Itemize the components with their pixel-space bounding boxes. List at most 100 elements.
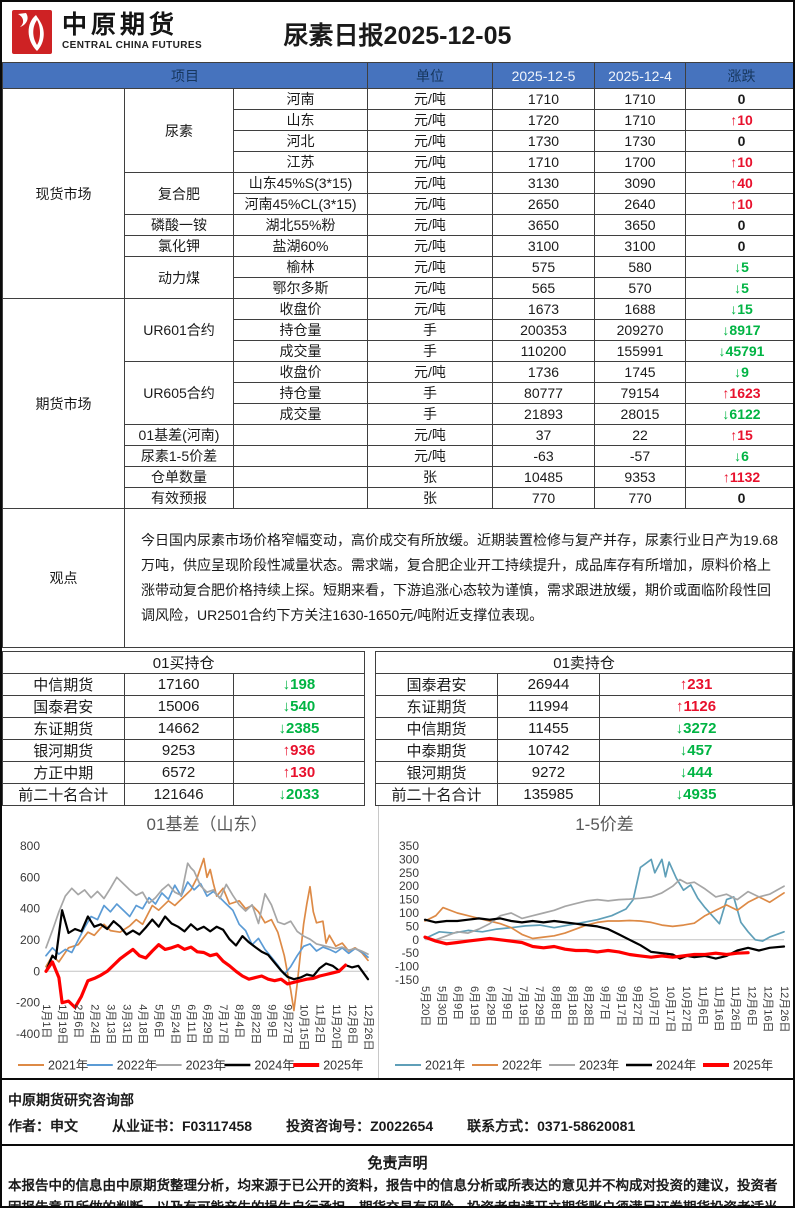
value-today: -63 — [492, 445, 595, 467]
change-cell: ↑936 — [232, 739, 366, 762]
position-table: 01买持仓 中信期货 17160 ↓198 国泰君安 15006 ↓540 东证… — [2, 651, 366, 806]
table-row: 中泰期货 10742 ↓457 — [375, 739, 793, 762]
position-value: 9272 — [496, 761, 601, 784]
value-today: 3130 — [492, 172, 595, 194]
company-logo: 中原期货 CENTRAL CHINA FUTURES — [12, 10, 202, 54]
series-line-2024年 — [423, 917, 786, 960]
region-label: 鄂尔多斯 — [233, 277, 368, 299]
x-axis-tick: 8月28日 — [582, 986, 594, 1026]
x-axis-tick: 12月26日 — [778, 986, 790, 1032]
spread-chart: 1-5价差 350 300 250 200 150 100 50 0 -50 -100 -150 5月2… — [379, 806, 793, 1078]
item-label: 01基差(河南) — [124, 424, 234, 446]
unit-cell: 元/吨 — [367, 151, 493, 173]
viewpoint-label: 观点 — [2, 508, 125, 648]
table-row: 东证期货 11994 ↑1126 — [375, 695, 793, 718]
broker-name: 方正中期 — [2, 761, 125, 784]
broker-name: 中信期货 — [375, 717, 498, 740]
region-label — [233, 487, 368, 509]
broker-name: 国泰君安 — [2, 695, 125, 718]
y-axis-tick: 0 — [33, 964, 40, 978]
x-axis-tick: 6月29日 — [201, 1004, 213, 1044]
change-cell: ↑231 — [599, 673, 793, 696]
y-axis-tick: 300 — [399, 852, 419, 866]
item-label: 动力煤 — [124, 256, 234, 299]
unit-cell: 手 — [367, 340, 493, 362]
value-today: 10485 — [492, 466, 595, 488]
chart-title: 1-5价差 — [575, 815, 634, 834]
position-value: 14662 — [123, 717, 234, 740]
value-today: 21893 — [492, 403, 595, 425]
change-cell: ↓198 — [232, 673, 366, 696]
table-row: 现货市场 尿素 河南 元/吨 1710 1710 0 — [2, 88, 793, 299]
y-axis-tick: -50 — [402, 946, 420, 960]
x-axis-tick: 5月6日 — [153, 1004, 165, 1038]
value-prev: 1710 — [594, 109, 686, 131]
value-today: 770 — [492, 487, 595, 509]
change-cell: ↓457 — [599, 739, 793, 762]
col-header-change: 涨跌 — [685, 62, 793, 89]
legend-label: 2021年 — [48, 1059, 88, 1073]
table-row: 山东 元/吨 1720 1710 ↑10 — [3, 109, 793, 131]
table-row: 中信期货 11455 ↓3272 — [375, 717, 793, 740]
series-line-2024年 — [44, 909, 370, 981]
item-label: 有效预报 — [124, 487, 234, 509]
change-cell: 0 — [685, 214, 793, 236]
table-row: 银河期货 9272 ↓444 — [375, 761, 793, 784]
series-line-2023年 — [45, 862, 369, 955]
value-prev: 1700 — [594, 151, 686, 173]
unit-cell: 元/吨 — [367, 361, 493, 383]
series-line-2023年 — [424, 878, 785, 941]
change-cell: ↑10 — [685, 193, 793, 215]
basis-chart: 01基差（山东） 800 600 400 200 0 -200 -400 1月1日 1月19日 2月… — [2, 806, 379, 1078]
position-value: 135985 — [496, 783, 601, 806]
value-prev: 28015 — [594, 403, 686, 425]
y-axis-tick: -100 — [395, 960, 419, 974]
position-value: 26944 — [496, 673, 601, 696]
y-axis-tick: -200 — [16, 996, 40, 1010]
change-cell: 0 — [685, 88, 793, 110]
x-axis-tick: 11月16日 — [713, 986, 725, 1032]
value-today: 37 — [492, 424, 595, 446]
unit-cell: 元/吨 — [367, 214, 493, 236]
legend-label: 2025年 — [733, 1059, 773, 1073]
logo-company-name: 中原期货 — [62, 12, 179, 40]
position-table-title: 01买持仓 — [2, 651, 366, 674]
value-prev: 3090 — [594, 172, 686, 194]
legend-label: 2022年 — [117, 1059, 157, 1073]
market-group-label: 现货市场 — [2, 88, 125, 299]
value-prev: 9353 — [594, 466, 686, 488]
basis-chart-svg: 01基差（山东） 800 600 400 200 0 -200 -400 1月1日 1月19日 2月… — [16, 815, 374, 1073]
logo-mark-icon — [12, 10, 52, 54]
x-axis-tick: 4月18日 — [137, 1004, 149, 1044]
y-axis-tick: 250 — [399, 866, 419, 880]
x-axis-tick: 10月7日 — [648, 986, 660, 1026]
change-cell: 0 — [685, 487, 793, 509]
author-info-line: 作者：申文 从业证书：F03117458 投资咨询号：Z0022654 联系方式：03… — [8, 1116, 785, 1136]
col-header-item: 项目 — [2, 62, 368, 89]
table-row: 河南45%CL(3*15) 元/吨 2650 2640 ↑10 — [3, 193, 793, 215]
disclaimer-title: 免责声明 — [367, 1155, 428, 1172]
unit-cell: 手 — [367, 382, 493, 404]
x-axis-tick: 5月20日 — [419, 986, 431, 1026]
broker-name: 前二十名合计 — [375, 783, 498, 806]
unit-cell: 元/吨 — [367, 193, 493, 215]
position-table-title: 01卖持仓 — [375, 651, 793, 674]
legend-label: 2023年 — [579, 1059, 619, 1073]
table-row: 河北 元/吨 1730 1730 0 — [3, 130, 793, 152]
x-axis-tick: 9月17日 — [615, 986, 627, 1026]
region-label: 收盘价 — [233, 361, 368, 383]
position-value: 9253 — [123, 739, 234, 762]
change-cell: ↓15 — [685, 298, 793, 320]
unit-cell: 元/吨 — [367, 277, 493, 299]
y-axis-tick: 200 — [20, 933, 40, 947]
value-today: 2650 — [492, 193, 595, 215]
disclaimer-text: 本报告中的信息由中原期货整理分析，均来源于已公开的资料，报告中的信息分析或所表达… — [8, 1178, 778, 1208]
region-label: 成交量 — [233, 340, 368, 362]
x-axis-tick: 3月13日 — [104, 1004, 116, 1044]
region-label: 盐湖60% — [233, 235, 368, 257]
value-prev: 580 — [594, 256, 686, 278]
x-axis-tick: 8月18日 — [566, 986, 578, 1026]
y-axis-tick: 0 — [412, 933, 419, 947]
item-label: 氯化钾 — [124, 235, 234, 257]
contact-phone: 联系方式：0371-58620081 — [467, 1118, 636, 1134]
